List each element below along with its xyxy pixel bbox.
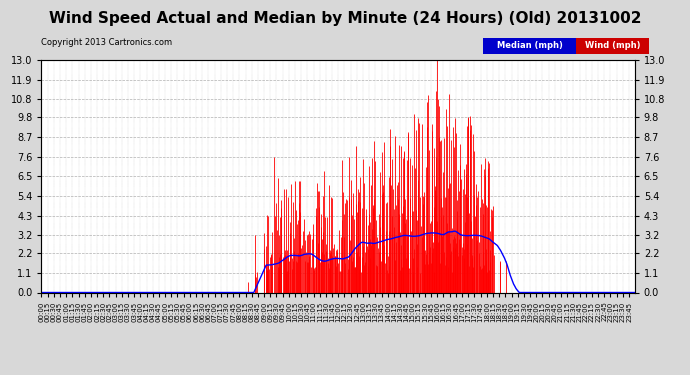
Text: Wind (mph): Wind (mph) bbox=[584, 42, 640, 51]
Text: Copyright 2013 Cartronics.com: Copyright 2013 Cartronics.com bbox=[41, 38, 172, 47]
Text: Wind Speed Actual and Median by Minute (24 Hours) (Old) 20131002: Wind Speed Actual and Median by Minute (… bbox=[49, 11, 641, 26]
Text: Median (mph): Median (mph) bbox=[497, 42, 562, 51]
